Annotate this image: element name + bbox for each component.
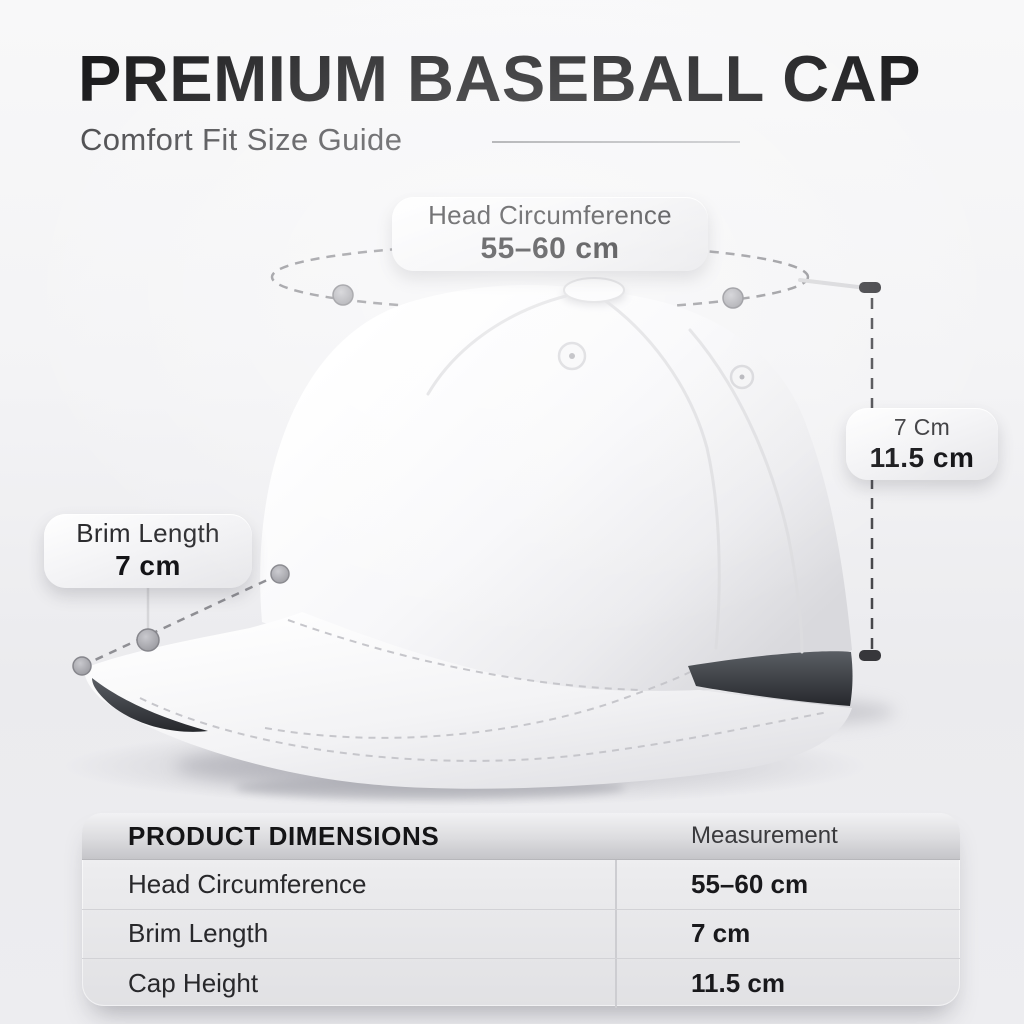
measurement-dot-left: [332, 284, 354, 306]
eyelet-side: [729, 364, 755, 390]
subtitle-divider: [492, 141, 740, 143]
cap-brim-underside: [92, 678, 208, 732]
cap-height-callout: 7 Cm 11.5 cm: [846, 408, 998, 480]
measurement-dot-brim-mid: [136, 628, 160, 652]
ellipse-to-line-connector: [798, 278, 860, 289]
head-circumference-label: Head Circumference: [428, 200, 672, 231]
cap-button: [562, 277, 626, 305]
brim-dimension-line: [72, 564, 290, 676]
measurement-dot-brim-bottom: [72, 656, 92, 676]
row-value: 55–60 cm: [691, 868, 809, 899]
cap-height-value: 11.5 cm: [869, 441, 975, 473]
table-row: Cap Height 11.5 cm: [82, 959, 960, 1008]
height-dimension-line: [859, 282, 881, 661]
table-header-row: PRODUCT DIMENSIONS Measurement: [82, 813, 960, 860]
brim-length-label: Brim Length: [76, 518, 220, 549]
dimension-tick-top: [859, 282, 881, 293]
eyelet-front: [557, 341, 587, 371]
baseball-cap: [84, 277, 853, 789]
measurement-dot-right: [722, 287, 744, 309]
table-row: Head Circumference 55–60 cm: [82, 860, 960, 910]
product-dimensions-table: PRODUCT DIMENSIONS Measurement Head Circ…: [82, 813, 960, 1008]
brim-length-value: 7 cm: [115, 550, 181, 582]
cap-brim: [84, 612, 853, 789]
head-circumference-value: 55–60 cm: [480, 232, 620, 266]
row-label: Head Circumference: [128, 868, 367, 899]
page-title: PREMIUM BASEBALL CAP: [78, 42, 922, 115]
table-header-dimensions: PRODUCT DIMENSIONS: [128, 820, 440, 851]
page-subtitle: Comfort Fit Size Guide: [80, 122, 403, 157]
row-value: 11.5 cm: [691, 967, 785, 998]
dimension-tick-bottom: [859, 650, 881, 661]
head-circumference-callout: Head Circumference 55–60 cm: [392, 197, 708, 271]
cap-seams: [426, 294, 804, 654]
cap-height-label: 7 Cm: [893, 414, 951, 441]
row-value: 7 cm: [691, 918, 751, 949]
table-header-measurement: Measurement: [691, 822, 838, 849]
table-row: Brim Length 7 cm: [82, 909, 960, 960]
cap-back-underside: [688, 651, 853, 706]
brim-length-callout: Brim Length 7 cm: [44, 514, 252, 588]
row-label: Brim Length: [128, 918, 269, 949]
row-label: Cap Height: [128, 967, 259, 998]
cap-crown: [260, 284, 852, 695]
measurement-dot-brim-top: [270, 564, 290, 584]
cap-stitching: [139, 619, 829, 762]
